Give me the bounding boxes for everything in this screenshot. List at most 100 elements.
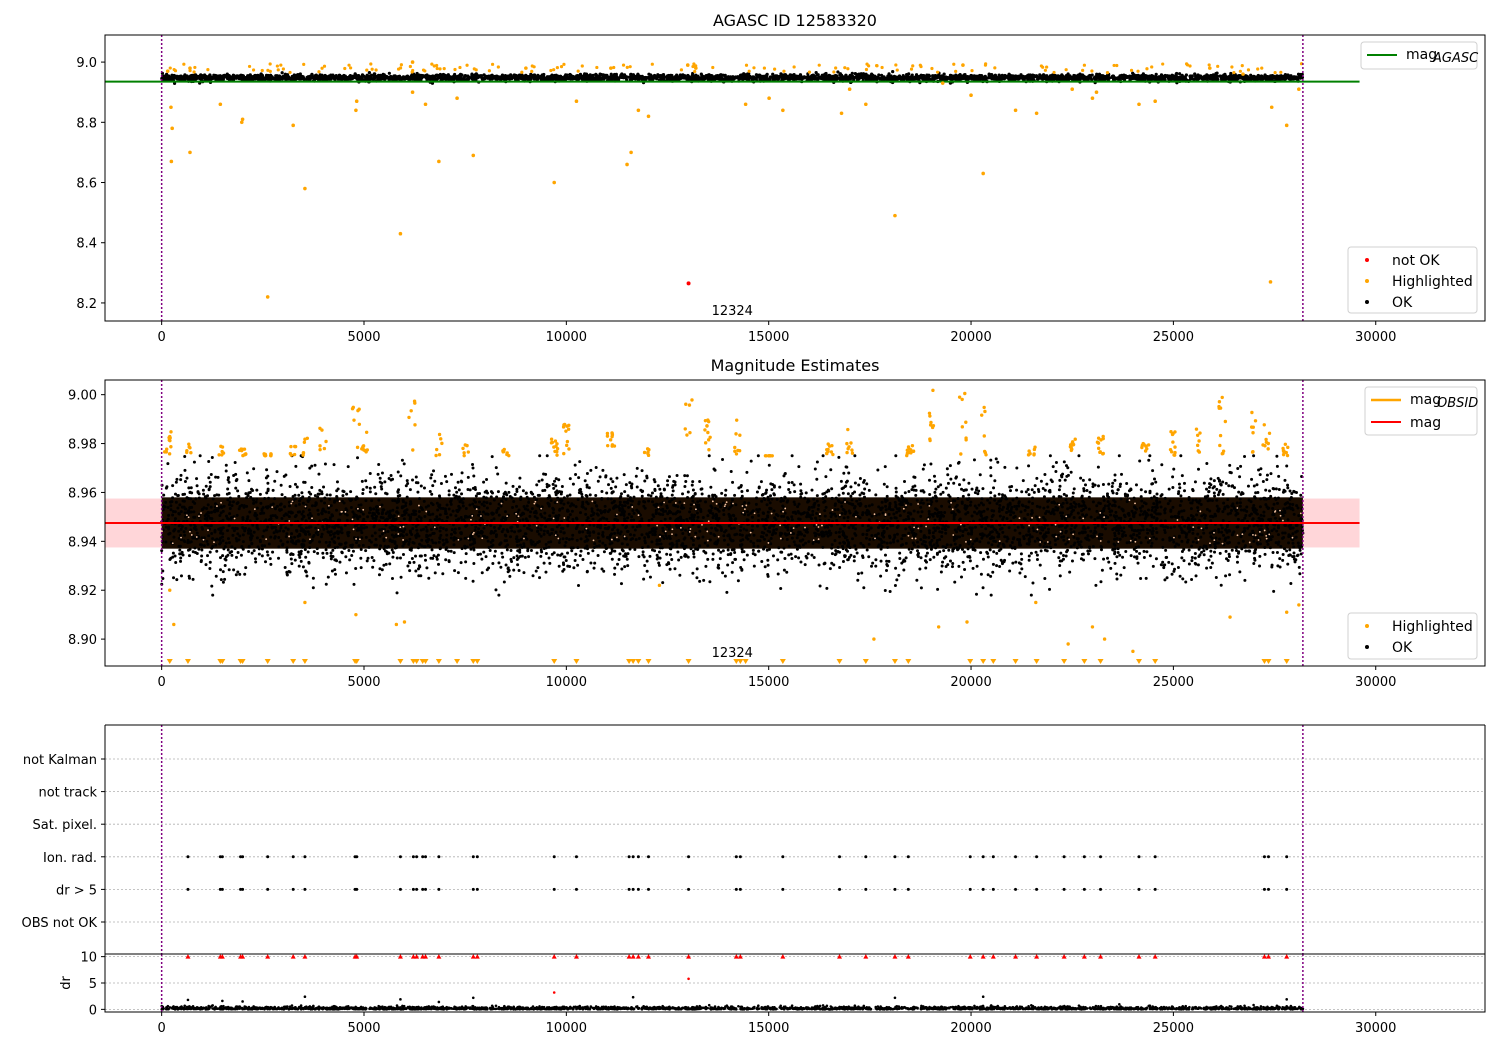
ok-point — [332, 76, 337, 80]
ok-point — [509, 73, 513, 77]
ok-point — [910, 75, 914, 79]
ok-point — [1124, 534, 1128, 538]
ok-point — [1187, 498, 1191, 502]
ok-point — [1219, 483, 1223, 487]
ok-point — [896, 496, 900, 500]
ok-point — [352, 582, 356, 586]
ok-point — [226, 487, 230, 491]
ok-point — [636, 72, 640, 76]
ok-point — [1202, 481, 1206, 485]
ok-point — [1236, 517, 1240, 521]
highlighted-point — [1273, 70, 1277, 75]
highlighted-point — [744, 63, 749, 67]
ok-point — [306, 76, 310, 80]
ok-point — [357, 75, 361, 79]
ok-point — [1144, 75, 1148, 79]
ok-point — [861, 532, 865, 536]
ok-point — [1227, 76, 1231, 80]
highlighted-point — [1082, 63, 1086, 67]
ok-point — [974, 592, 978, 596]
ok-point — [602, 77, 606, 81]
ok-point — [824, 475, 828, 479]
ok-point — [267, 496, 271, 500]
ok-point — [575, 538, 579, 542]
highlighted-point — [218, 102, 223, 107]
highlighted-point — [846, 67, 850, 71]
ok-point — [645, 76, 649, 80]
ok-point — [264, 74, 269, 79]
ok-point — [1283, 478, 1287, 482]
highlighted-point — [168, 66, 172, 70]
ok-point — [1118, 537, 1122, 541]
ok-point — [410, 75, 414, 79]
ok-point — [339, 526, 343, 530]
ok-point — [1048, 74, 1053, 78]
ok-point — [781, 504, 785, 508]
ok-point — [891, 69, 895, 74]
ok-point — [883, 588, 887, 592]
ok-point — [483, 75, 487, 80]
ok-point — [285, 77, 289, 81]
ok-point — [194, 497, 198, 501]
highlighted-point — [247, 64, 252, 69]
ok-point — [1085, 488, 1089, 492]
ok-point — [1197, 76, 1201, 80]
ok-point — [815, 73, 819, 77]
ok-point — [227, 480, 231, 484]
ok-point — [212, 74, 216, 78]
ok-point — [607, 75, 611, 79]
ok-point — [620, 72, 624, 76]
ok-point — [938, 75, 942, 79]
ok-point — [1288, 548, 1292, 552]
ok-point — [771, 77, 776, 81]
ok-point — [528, 74, 532, 79]
highlighted-point — [399, 63, 403, 67]
highlighted-point — [930, 66, 934, 71]
highlighted-point — [349, 66, 353, 70]
ok-point — [548, 514, 552, 518]
ok-point — [612, 72, 617, 77]
ok-point — [298, 72, 302, 76]
ok-point — [488, 77, 492, 81]
ok-point — [390, 577, 394, 581]
ok-point — [350, 76, 355, 80]
ok-point — [279, 526, 283, 530]
ok-point — [348, 558, 352, 562]
ok-point — [921, 77, 925, 81]
ok-point — [416, 75, 420, 79]
ok-point — [1155, 531, 1159, 535]
ok-point — [1219, 523, 1223, 527]
ok-point — [810, 77, 814, 81]
ok-point — [535, 551, 539, 555]
ok-point — [540, 73, 544, 77]
highlighted-point — [743, 102, 748, 107]
ok-point — [967, 493, 971, 497]
ok-point — [697, 77, 701, 81]
ok-point — [721, 549, 725, 553]
ok-point — [942, 549, 946, 553]
ok-point — [1174, 74, 1178, 78]
ok-point — [1095, 75, 1099, 80]
ok-point — [329, 533, 333, 537]
ok-point — [670, 74, 674, 78]
ok-point — [777, 546, 781, 550]
ok-point — [702, 76, 706, 80]
ok-point — [885, 559, 889, 563]
ok-point — [282, 529, 286, 533]
ok-point — [849, 485, 853, 489]
ok-point — [452, 543, 456, 547]
ok-point — [981, 76, 985, 80]
ok-point — [424, 74, 428, 78]
ok-point — [184, 527, 188, 531]
ok-point — [733, 550, 737, 554]
ok-point — [894, 486, 898, 490]
ok-point — [582, 73, 586, 77]
ok-point — [461, 504, 465, 508]
ok-point — [1238, 475, 1242, 479]
ok-point — [366, 74, 370, 79]
ok-point — [406, 482, 410, 486]
ok-point — [759, 76, 763, 80]
ok-point — [388, 77, 393, 81]
ok-point — [1223, 75, 1227, 79]
ok-point — [631, 525, 635, 529]
